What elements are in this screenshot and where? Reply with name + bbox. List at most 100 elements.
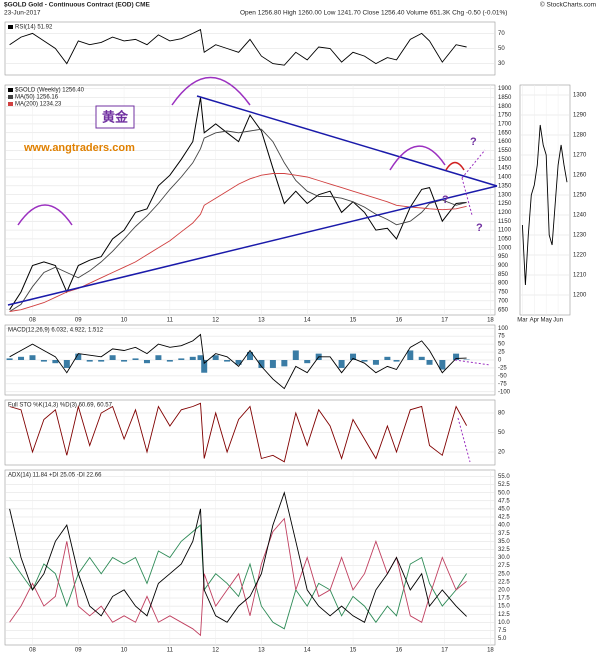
x-tick-label: 08: [29, 648, 36, 654]
y-tick-label: 47.5: [498, 498, 510, 504]
y-tick-label: 1100: [498, 228, 512, 234]
histogram-bar: [394, 360, 400, 362]
y-tick-label: -25: [498, 366, 507, 372]
x-tick-label: 15: [350, 318, 357, 324]
x-tick-label: 08: [29, 318, 36, 324]
y-tick-label: 0: [498, 358, 502, 364]
histogram-bar: [178, 358, 184, 360]
legend-swatch: [8, 88, 13, 92]
histogram-bar: [384, 357, 390, 360]
panel-title: MACD(12,26,9) 6.032, 4.922, 1.512: [8, 328, 104, 334]
y-tick-label: 25: [498, 350, 505, 356]
histogram-bar: [439, 360, 445, 370]
y-tick-label: 1210: [573, 273, 587, 279]
histogram-bar: [293, 350, 299, 360]
y-tick-label: 1200: [573, 293, 587, 299]
quote: Open 1256.80 High 1260.00 Low 1241.70 Cl…: [240, 10, 507, 17]
histogram-bar: [52, 360, 58, 363]
histogram-bar: [110, 355, 116, 360]
y-tick-label: 5.0: [498, 636, 507, 642]
chart-title: $GOLD Gold - Continuous Contract (EOD) C…: [4, 2, 151, 9]
y-tick-label: 50: [498, 342, 505, 348]
y-tick-label: 50: [498, 46, 505, 52]
y-tick-label: 15.0: [498, 604, 510, 610]
histogram-bar: [155, 355, 161, 360]
y-tick-label: 1250: [498, 201, 512, 207]
y-tick-label: 1600: [498, 139, 512, 145]
x-tick-label: 12: [212, 648, 219, 654]
y-tick-label: 27.5: [498, 563, 510, 569]
y-tick-label: 80: [498, 411, 505, 417]
y-tick-label: 55.0: [498, 474, 510, 480]
y-tick-label: 22.5: [498, 579, 510, 585]
question-mark: ?: [442, 194, 449, 206]
histogram-bar: [427, 360, 433, 365]
x-tick-label: 16: [395, 318, 402, 324]
x-tick-label: 18: [487, 318, 494, 324]
x-tick-label: 11: [167, 648, 174, 654]
histogram-bar: [18, 357, 24, 360]
x-tick-label: 16: [395, 648, 402, 654]
y-tick-label: 1230: [573, 233, 587, 239]
y-tick-label: 30.0: [498, 555, 510, 561]
legend-swatch: [8, 102, 13, 106]
y-tick-label: 1300: [498, 192, 512, 198]
x-tick-label: 15: [350, 648, 357, 654]
label: 黄金: [102, 109, 129, 124]
y-tick-label: 850: [498, 272, 509, 278]
x-tick-label: 12: [212, 318, 219, 324]
y-tick-label: 17.5: [498, 596, 510, 602]
y-tick-label: 100: [498, 326, 509, 332]
y-tick-label: 900: [498, 263, 509, 269]
y-tick-label: 37.5: [498, 531, 510, 537]
x-tick-label: Mar: [517, 318, 527, 324]
histogram-bar: [64, 360, 70, 368]
histogram-bar: [281, 360, 287, 366]
histogram-bar: [121, 360, 127, 362]
y-tick-label: 35.0: [498, 539, 510, 545]
x-tick-label: 14: [304, 648, 311, 654]
histogram-bar: [29, 355, 35, 360]
histogram-bar: [304, 360, 310, 363]
histogram-bar: [198, 355, 204, 360]
y-tick-label: 42.5: [498, 515, 510, 521]
x-tick-label: 11: [167, 318, 174, 324]
histogram-bar: [224, 360, 230, 362]
y-tick-label: 1280: [573, 133, 587, 139]
y-tick-label: 1200: [498, 210, 512, 216]
y-tick-label: 1220: [573, 253, 587, 259]
panel-title: Full STO %K(14,3) %D(3) 60.69, 60.57: [8, 403, 113, 409]
y-tick-label: 1900: [498, 86, 512, 92]
legend-label: RSI(14) 51.92: [15, 25, 53, 31]
y-tick-label: 25.0: [498, 571, 510, 577]
histogram-bar: [98, 360, 104, 362]
y-tick-label: -75: [498, 381, 507, 387]
y-tick-label: 7.5: [498, 628, 507, 634]
y-tick-label: 1300: [573, 93, 587, 99]
x-tick-label: Apr: [530, 318, 539, 324]
x-tick-label: Jun: [553, 318, 563, 324]
y-tick-label: 1000: [498, 245, 512, 251]
panel-title: ADX(14) 11.84 +DI 25.05 -DI 22.66: [8, 473, 102, 479]
y-tick-label: 700: [498, 298, 509, 304]
question-mark: ?: [470, 136, 477, 148]
histogram-bar: [419, 357, 425, 360]
y-tick-label: 1350: [498, 183, 512, 189]
y-tick-label: -50: [498, 373, 507, 379]
y-tick-label: 1450: [498, 166, 512, 172]
y-tick-label: 52.5: [498, 482, 510, 488]
x-tick-label: 14: [304, 318, 311, 324]
y-tick-label: 1700: [498, 122, 512, 128]
histogram-bar: [87, 360, 93, 362]
y-tick-label: 32.5: [498, 547, 510, 553]
website: www.angtraders.com: [23, 142, 135, 154]
histogram-bar: [41, 360, 47, 362]
y-tick-label: 45.0: [498, 506, 510, 512]
y-tick-label: 1270: [573, 153, 587, 159]
x-tick-label: 10: [121, 318, 128, 324]
y-tick-label: -100: [498, 389, 511, 395]
y-tick-label: 1260: [573, 173, 587, 179]
y-tick-label: 650: [498, 307, 509, 313]
x-tick-label: 17: [441, 648, 448, 654]
